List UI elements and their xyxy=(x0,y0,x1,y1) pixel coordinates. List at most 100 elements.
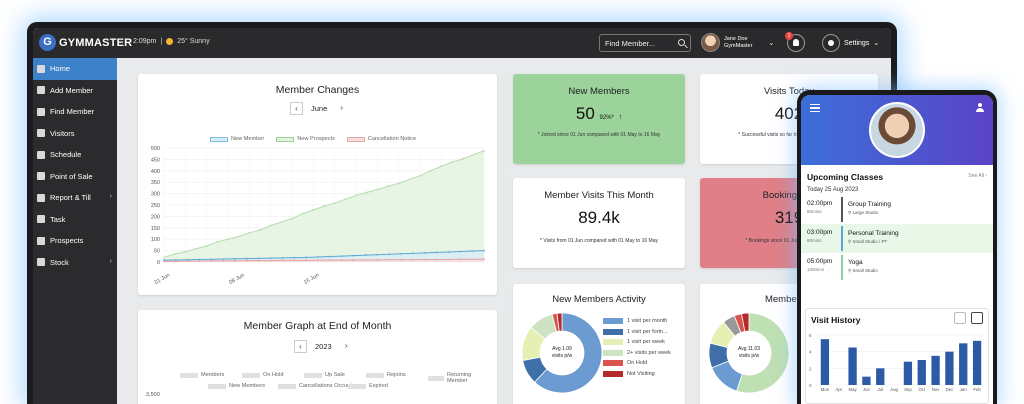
legend-item: 2+ visits per week xyxy=(603,348,671,359)
sidebar-item-visitors[interactable]: Visitors xyxy=(33,123,117,145)
sidebar-item-find-member[interactable]: Find Member xyxy=(33,101,117,123)
sidebar-item-point-of-sale[interactable]: Point of Sale xyxy=(33,166,117,188)
bar[interactable] xyxy=(931,355,940,385)
x-tick-label: Dec xyxy=(946,387,954,392)
logo[interactable]: G GYMMASTER xyxy=(39,34,132,51)
bar[interactable] xyxy=(959,343,968,385)
chevron-down-icon[interactable]: ⌄ xyxy=(768,39,775,47)
new-members-change: 92%* xyxy=(599,115,614,121)
data-point xyxy=(198,260,201,262)
sidebar-item-schedule[interactable]: Schedule xyxy=(33,144,117,166)
bar[interactable] xyxy=(848,347,857,386)
data-point xyxy=(419,174,421,177)
weather-text: 25° Sunny xyxy=(177,38,210,45)
class-color-bar xyxy=(841,255,843,280)
phone-header xyxy=(801,95,993,165)
class-row[interactable]: 02:00pm 60mins Group Training ⚲ Large Studi… xyxy=(801,195,993,224)
data-point xyxy=(305,259,308,262)
class-time: 02:00pm xyxy=(807,200,833,207)
next-year-button[interactable]: › xyxy=(344,341,348,350)
sidebar-item-add-member[interactable]: Add Member xyxy=(33,80,117,102)
data-point xyxy=(447,258,450,261)
sidebar-item-stock[interactable]: Stock › xyxy=(33,252,117,274)
time-weather: 2:09pm | 25° Sunny xyxy=(133,38,210,45)
data-point xyxy=(301,212,304,215)
y-tick-label: 3,500 xyxy=(146,392,160,398)
data-point xyxy=(281,259,284,262)
data-point xyxy=(222,258,225,260)
settings-menu[interactable]: Settings ⌄ xyxy=(822,34,879,52)
sidebar-item-task[interactable]: Task xyxy=(33,209,117,231)
data-point xyxy=(387,185,389,188)
profile-photo xyxy=(869,102,925,158)
pie-slice[interactable] xyxy=(736,312,790,394)
sidebar-item-label: Prospects xyxy=(50,236,84,246)
sidebar-item-prospects[interactable]: Prospects xyxy=(33,230,117,252)
see-all-link[interactable]: See All › xyxy=(968,173,987,179)
sun-icon xyxy=(166,38,174,45)
bar[interactable] xyxy=(820,339,830,385)
class-row[interactable]: 05:00pm 120mins Yoga ⚲ Small Studio xyxy=(801,253,993,282)
class-time: 03:00pm xyxy=(807,229,833,236)
data-point xyxy=(364,254,367,257)
data-point xyxy=(291,217,293,220)
new-members-card[interactable]: New Members 50 92%* ↑ * Joined since 01 … xyxy=(513,74,685,164)
bar[interactable] xyxy=(903,361,913,385)
data-point xyxy=(173,253,176,255)
prev-month-button[interactable]: ‹ xyxy=(290,102,303,115)
data-point xyxy=(305,256,308,259)
sidebar-item-home[interactable]: Home xyxy=(33,58,117,80)
month-nav: ‹ June › xyxy=(290,102,348,115)
pie-center-line2: visits p/w xyxy=(551,353,573,359)
y-tick-label: 4 xyxy=(809,350,812,355)
bar[interactable] xyxy=(945,351,954,385)
legend-label: Rejoins xyxy=(387,372,406,378)
bar[interactable] xyxy=(972,340,982,385)
data-point xyxy=(365,191,368,194)
pie-slice[interactable] xyxy=(741,312,750,332)
series-line xyxy=(163,250,485,261)
next-month-button[interactable]: › xyxy=(340,103,344,112)
sidebar-item-report-till[interactable]: Report & Till › xyxy=(33,187,117,209)
x-tick-label: Aug xyxy=(890,387,898,392)
bar-chart-icon[interactable] xyxy=(971,312,983,324)
data-point xyxy=(257,257,260,260)
data-point xyxy=(423,251,426,254)
data-point xyxy=(329,259,331,262)
class-row[interactable]: 03:00pm 60mins Personal Training ⚲ Small St… xyxy=(801,224,993,253)
legend-item: 1 visit per fortn... xyxy=(603,327,671,338)
user-menu[interactable]: Jane Doe GymMaster ⌄ xyxy=(701,33,774,52)
pie-slice[interactable] xyxy=(556,312,563,332)
bar[interactable] xyxy=(917,360,926,385)
class-duration: 60mins xyxy=(807,209,822,214)
data-point xyxy=(174,260,177,263)
logo-mark: G xyxy=(39,34,56,51)
legend-item: 1 visit per month xyxy=(603,316,671,327)
menu-icon[interactable] xyxy=(810,104,820,112)
x-tick-label: Jan xyxy=(960,387,968,392)
pie-slice[interactable] xyxy=(534,312,603,394)
legend-item: Up Sale xyxy=(304,372,345,378)
find-member-input[interactable]: Find Member... xyxy=(599,34,691,52)
data-point xyxy=(184,250,187,253)
legend-swatch xyxy=(366,372,384,378)
bar[interactable] xyxy=(862,376,871,385)
bar[interactable] xyxy=(876,368,885,385)
legend-label: Up Sale xyxy=(325,372,345,378)
user-name: Jane Doe xyxy=(724,35,748,42)
table-view-icon[interactable] xyxy=(954,312,966,324)
sidebar-item-label: Schedule xyxy=(50,150,82,160)
data-point xyxy=(451,161,453,164)
member-visits-month-card[interactable]: Member Visits This Month 89.4k * Visits … xyxy=(513,178,685,268)
data-point xyxy=(447,251,450,253)
data-point xyxy=(400,252,402,255)
data-point xyxy=(355,194,357,197)
y-tick-label: 450 xyxy=(151,157,160,163)
sidebar-item-label: Visitors xyxy=(50,128,75,138)
shirt-icon xyxy=(37,258,45,267)
data-point xyxy=(400,258,402,261)
search-icon[interactable] xyxy=(678,39,685,46)
prev-year-button[interactable]: ‹ xyxy=(294,340,307,353)
bell-icon[interactable]: 1 xyxy=(785,32,805,52)
user-icon[interactable] xyxy=(976,103,984,112)
